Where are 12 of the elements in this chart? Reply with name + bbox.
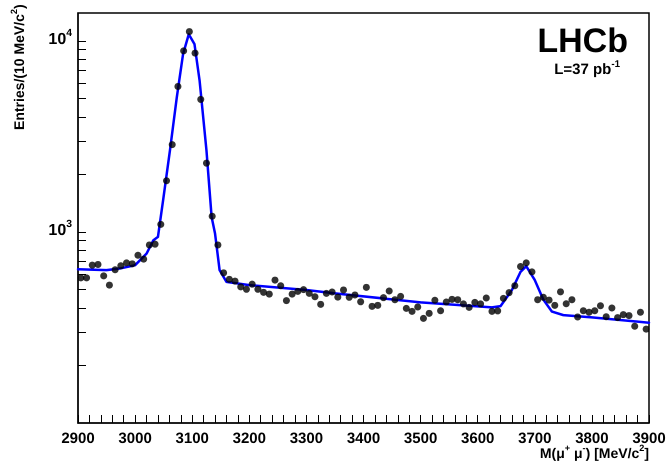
x-tick-label: 3300 bbox=[290, 430, 324, 447]
x-tick-label: 3500 bbox=[404, 430, 438, 447]
x-tick-label: 3200 bbox=[232, 430, 266, 447]
x-tick-label: 3000 bbox=[118, 430, 152, 447]
x-tick-label: 3100 bbox=[176, 430, 209, 447]
annotation: L=37 pb$^{-1}$ bbox=[554, 58, 620, 78]
y-tick-label: 10$^{4}$ bbox=[48, 28, 72, 48]
x-tick-label: 2900 bbox=[61, 430, 95, 447]
x-tick-label: 3600 bbox=[461, 430, 494, 447]
y-tick-label: 10$^{3}$ bbox=[48, 219, 72, 239]
annotation: LHCb bbox=[537, 22, 628, 60]
x-tick-label: 3400 bbox=[346, 430, 380, 447]
